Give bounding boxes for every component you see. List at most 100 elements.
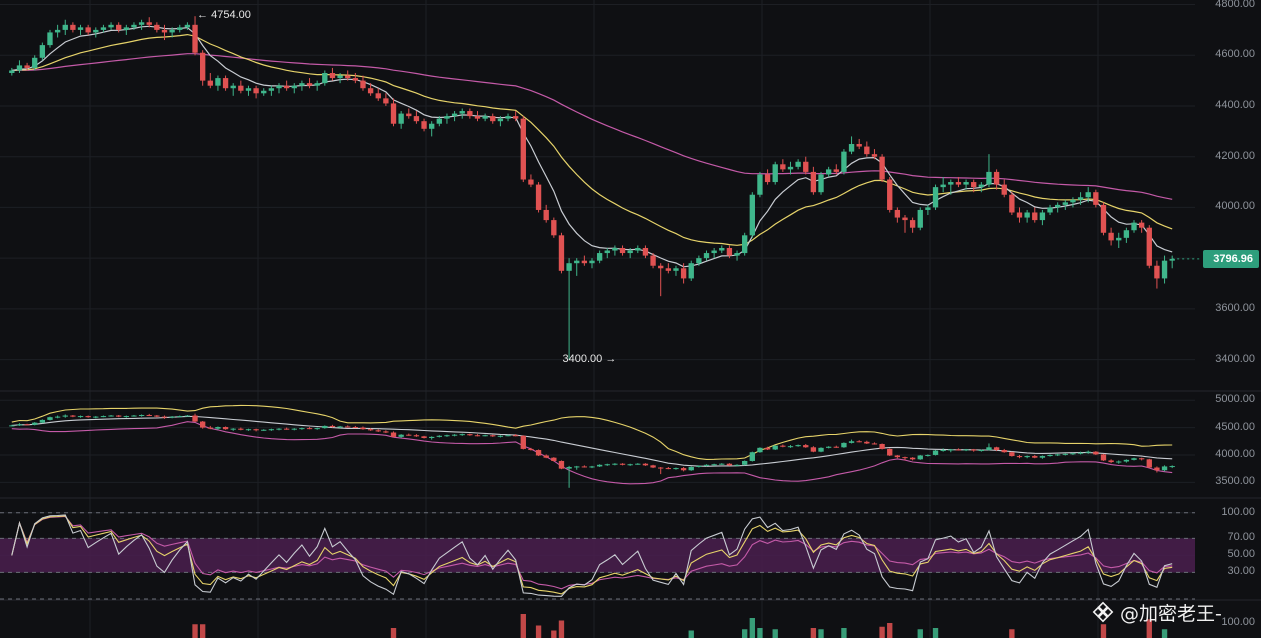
candle-down bbox=[367, 88, 374, 94]
bollinger-candle-body bbox=[719, 463, 725, 465]
rsi-tick-label: 30.00 bbox=[1227, 565, 1255, 578]
candle-up bbox=[589, 260, 595, 264]
bollinger-candle-body bbox=[9, 425, 15, 427]
candle-up bbox=[703, 253, 710, 259]
candle-up bbox=[612, 247, 618, 251]
candle-up bbox=[337, 75, 343, 79]
bollinger-candle-body bbox=[474, 435, 481, 437]
volume-bar bbox=[810, 628, 817, 638]
candle-up bbox=[1024, 212, 1030, 218]
bollinger-candle-body bbox=[93, 416, 99, 418]
candle-down bbox=[551, 220, 557, 236]
bollinger-candle-body bbox=[459, 434, 465, 436]
bollinger-candle-body bbox=[1093, 451, 1099, 455]
bollinger-candle-body bbox=[566, 466, 572, 469]
bollinger-candle-body bbox=[85, 416, 91, 418]
bollinger-candle-body bbox=[24, 424, 30, 426]
bollinger-candle-body bbox=[398, 434, 404, 437]
bollinger-candle-body bbox=[757, 447, 763, 453]
bollinger-candle-body bbox=[734, 464, 740, 466]
candle-down bbox=[581, 260, 588, 264]
candle-down bbox=[658, 265, 664, 269]
volume-bar bbox=[1161, 629, 1168, 638]
candle-up bbox=[177, 27, 183, 30]
bollinger-candle-body bbox=[467, 434, 473, 436]
volume-bar bbox=[1009, 629, 1015, 638]
candle-down bbox=[1001, 184, 1007, 195]
bollinger-candle-body bbox=[887, 448, 893, 456]
bollinger-candle-body bbox=[1123, 459, 1130, 462]
candle-up bbox=[1077, 197, 1084, 200]
bollinger-candle-body bbox=[856, 441, 862, 443]
bollinger-candle-body bbox=[451, 434, 458, 436]
bollinger-candle-body bbox=[497, 435, 504, 437]
candle-up bbox=[742, 235, 748, 254]
candle-up bbox=[16, 65, 23, 71]
candle-up bbox=[948, 182, 954, 185]
ma-mid-line bbox=[11, 33, 1173, 246]
candle-up bbox=[39, 45, 46, 58]
candle-up bbox=[978, 184, 985, 188]
price-tick-label: 4000.00 bbox=[1215, 200, 1255, 213]
candle-up bbox=[398, 113, 404, 124]
candle-down bbox=[1108, 232, 1114, 241]
candle-up bbox=[719, 247, 725, 251]
bollinger-tick-label: 3500.00 bbox=[1215, 475, 1255, 488]
candle-down bbox=[490, 116, 496, 122]
bollinger-candle-body bbox=[39, 419, 46, 423]
binance-logo-icon bbox=[1092, 601, 1114, 623]
candle-up bbox=[696, 258, 702, 264]
bollinger-candle-body bbox=[520, 435, 526, 449]
candle-down bbox=[222, 78, 229, 89]
candle-down bbox=[146, 22, 152, 25]
bollinger-candle-body bbox=[490, 435, 496, 437]
candle-up bbox=[1131, 222, 1137, 231]
volume-bar bbox=[688, 630, 694, 638]
candle-down bbox=[360, 80, 366, 89]
candle-up bbox=[230, 85, 236, 89]
rsi-fast-line bbox=[11, 514, 1173, 597]
candle-down bbox=[894, 209, 901, 218]
bollinger-candle-body bbox=[352, 427, 359, 429]
candle-up bbox=[1055, 204, 1061, 208]
bollinger-candle-body bbox=[161, 416, 168, 418]
candle-down bbox=[543, 209, 549, 221]
candle-up bbox=[1116, 237, 1122, 241]
bollinger-candle-body bbox=[558, 460, 565, 469]
candle-down bbox=[902, 217, 908, 221]
candle-down bbox=[283, 85, 290, 89]
candle-up bbox=[734, 253, 740, 256]
bollinger-candle-body bbox=[329, 425, 336, 428]
bollinger-candle-body bbox=[1070, 453, 1076, 455]
high-marker-value: 4754.00 bbox=[211, 9, 251, 22]
candle-down bbox=[199, 52, 206, 81]
candle-up bbox=[169, 29, 175, 33]
candle-down bbox=[528, 179, 534, 185]
candle-down bbox=[1093, 192, 1099, 205]
bollinger-candle-body bbox=[238, 428, 244, 430]
candle-down bbox=[1100, 204, 1107, 233]
candle-up bbox=[932, 187, 939, 208]
rsi-tick-label: 100.00 bbox=[1221, 505, 1255, 518]
bollinger-candle-body bbox=[825, 446, 832, 448]
watermark: @加密老王- bbox=[1092, 600, 1222, 625]
candle-up bbox=[917, 209, 923, 228]
bollinger-candle-body bbox=[1055, 454, 1061, 456]
bollinger-candle-body bbox=[383, 431, 389, 433]
rsi-mid-line bbox=[11, 515, 1173, 595]
candle-down bbox=[253, 88, 259, 94]
bollinger-candle-body bbox=[482, 435, 488, 437]
bollinger-candle-body bbox=[925, 454, 931, 456]
bollinger-candle-body bbox=[1047, 454, 1053, 457]
rsi-overbought-oversold-band bbox=[0, 538, 1195, 573]
bollinger-candle-body bbox=[978, 450, 985, 452]
bollinger-candle-body bbox=[1161, 466, 1168, 471]
candle-down bbox=[24, 65, 30, 68]
bollinger-candle-body bbox=[436, 435, 442, 437]
candle-down bbox=[650, 255, 656, 266]
candle-down bbox=[955, 182, 962, 185]
candle-down bbox=[329, 73, 336, 79]
bollinger-tick-label: 4500.00 bbox=[1215, 420, 1255, 433]
bollinger-candle-body bbox=[642, 463, 649, 466]
candles bbox=[9, 16, 1175, 638]
